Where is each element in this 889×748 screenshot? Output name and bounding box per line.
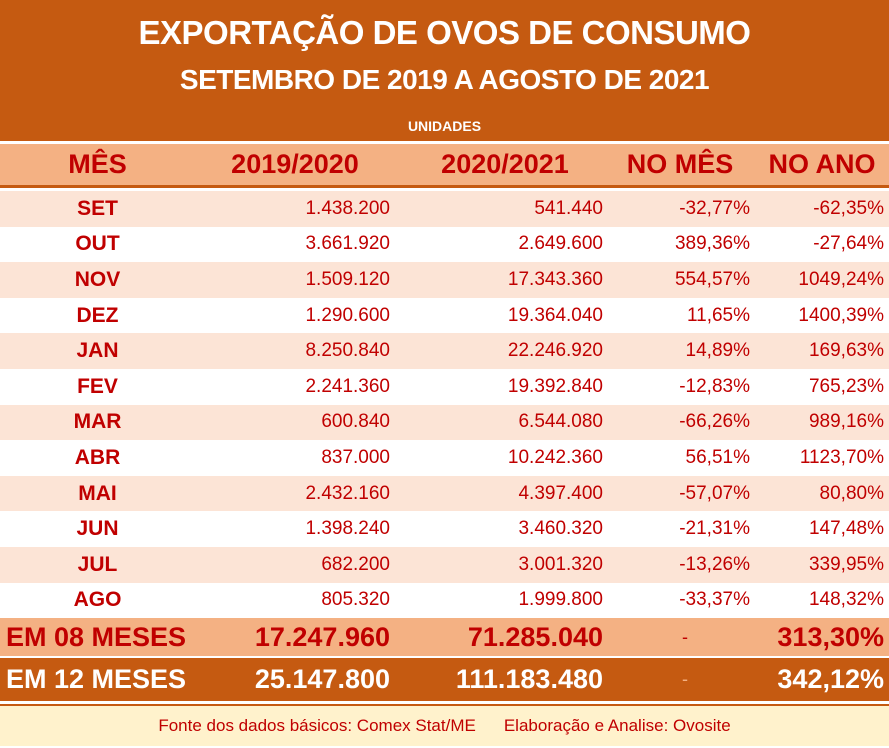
- cell: EM 12 MESES: [6, 664, 187, 694]
- month-cell: NOV: [74, 267, 121, 291]
- value-cell: 1.438.200: [305, 197, 390, 219]
- table-row: JAN 8.250.840 22.246.920 14,89% 169,63%: [0, 333, 889, 369]
- value-cell: 541.440: [534, 197, 603, 219]
- value-cell: 2.432.160: [305, 482, 390, 504]
- month-cell: AGO: [73, 588, 122, 612]
- month-cell: MAR: [73, 410, 122, 434]
- value-cell: -62,35%: [813, 197, 884, 219]
- total-8-months-row: EM 08 MESES 17.247.960 71.285.040 - 313,…: [0, 618, 889, 656]
- value-cell: 1.398.240: [305, 518, 390, 540]
- value-cell: 6.544.080: [518, 411, 603, 433]
- table-row: JUN 1.398.240 3.460.320 -21,31% 147,48%: [0, 511, 889, 547]
- header-cell: NO ANO: [768, 149, 876, 179]
- table-row: MAI 2.432.160 4.397.400 -57,07% 80,80%: [0, 475, 889, 512]
- cell: -: [682, 626, 688, 647]
- table-row: ABR 837.000 10.242.360 56,51% 1123,70%: [0, 440, 889, 476]
- table-row: NOV 1.509.120 17.343.360 554,57% 1049,24%: [0, 262, 889, 298]
- table-subtitle: SETEMBRO DE 2019 A AGOSTO DE 2021: [179, 64, 710, 95]
- value-cell: 837.000: [321, 446, 390, 468]
- table-row: FEV 2.241.360 19.392.840 -12,83% 765,23%: [0, 369, 889, 405]
- value-cell: 2.649.600: [518, 233, 603, 255]
- value-cell: -21,31%: [679, 518, 750, 540]
- value-cell: 147,48%: [808, 518, 884, 540]
- value-cell: 600.840: [321, 411, 390, 433]
- header-row: MÊS 2019/2020 2020/2021 NO MÊS NO ANO: [0, 144, 889, 188]
- value-cell: 11,65%: [686, 304, 750, 326]
- table-row: OUT 3.661.920 2.649.600 389,36% -27,64%: [0, 226, 889, 263]
- month-cell: OUT: [75, 232, 120, 256]
- value-cell: 1123,70%: [799, 446, 884, 468]
- value-cell: 4.397.400: [518, 482, 603, 504]
- value-cell: 1.509.120: [305, 268, 390, 290]
- header-cell: MÊS: [68, 149, 127, 179]
- value-cell: 56,51%: [685, 446, 750, 468]
- month-cell: ABR: [74, 445, 121, 469]
- value-cell: 17.343.360: [507, 268, 603, 290]
- value-cell: 19.392.840: [507, 375, 603, 397]
- value-cell: 1.999.800: [518, 589, 603, 611]
- table-title: EXPORTAÇÃO DE OVOS DE CONSUMO: [138, 14, 751, 51]
- value-cell: 2.241.360: [305, 375, 390, 397]
- header-cell: 2020/2021: [441, 149, 569, 179]
- footer: Fonte dos dados básicos: Comex Stat/ME E…: [0, 704, 889, 746]
- value-cell: -66,26%: [679, 411, 750, 433]
- value-cell: -27,64%: [813, 233, 884, 255]
- value-cell: 1400,39%: [798, 304, 884, 326]
- month-cell: JAN: [76, 339, 119, 363]
- value-cell: 1049,24%: [798, 268, 884, 290]
- cell: -: [682, 669, 688, 689]
- value-cell: -32,77%: [679, 197, 750, 219]
- value-cell: 8.250.840: [305, 340, 390, 362]
- month-cell: SET: [77, 196, 118, 220]
- cell: EM 08 MESES: [6, 621, 187, 652]
- value-cell: 3.661.920: [305, 233, 390, 255]
- unit-label: UNIDADES: [407, 118, 482, 134]
- table-row: MAR 600.840 6.544.080 -66,26% 989,16%: [0, 404, 889, 441]
- header-cell: 2019/2020: [231, 149, 359, 179]
- value-cell: 1.290.600: [305, 304, 390, 326]
- value-cell: 339,95%: [808, 553, 884, 575]
- title-band: EXPORTAÇÃO DE OVOS DE CONSUMO SETEMBRO D…: [0, 0, 889, 141]
- month-cell: JUL: [77, 552, 118, 576]
- table-row: DEZ 1.290.600 19.364.040 11,65% 1400,39%: [0, 297, 889, 334]
- cell: 313,30%: [777, 621, 884, 652]
- value-cell: 19.364.040: [507, 304, 603, 326]
- value-cell: 3.001.320: [518, 553, 603, 575]
- month-cell: FEV: [77, 374, 118, 398]
- month-cell: JUN: [76, 517, 119, 541]
- table-row: SET 1.438.200 541.440 -32,77% -62,35%: [0, 191, 889, 227]
- cell: 17.247.960: [254, 621, 390, 652]
- value-cell: 805.320: [321, 589, 390, 611]
- value-cell: 389,36%: [674, 233, 750, 255]
- cell: 111.183.480: [455, 664, 603, 694]
- value-cell: -12,83%: [679, 375, 750, 397]
- header-cell: NO MÊS: [626, 149, 734, 179]
- value-cell: 682.200: [321, 553, 390, 575]
- value-cell: 169,63%: [808, 340, 884, 362]
- value-cell: 148,32%: [808, 589, 884, 611]
- cell: 342,12%: [777, 664, 884, 694]
- credit-note: Elaboração e Analise: Ovosite: [503, 716, 731, 735]
- source-note: Fonte dos dados básicos: Comex Stat/ME: [158, 716, 476, 735]
- value-cell: -33,37%: [679, 589, 750, 611]
- value-cell: 3.460.320: [518, 518, 603, 540]
- month-cell: DEZ: [76, 303, 119, 327]
- value-cell: 765,23%: [808, 375, 884, 397]
- table-row: AGO 805.320 1.999.800 -33,37% 148,32%: [0, 582, 889, 619]
- value-cell: 554,57%: [674, 268, 750, 290]
- value-cell: 14,89%: [685, 340, 750, 362]
- month-cell: MAI: [78, 481, 117, 505]
- value-cell: 22.246.920: [507, 340, 603, 362]
- cell: 71.285.040: [467, 621, 603, 652]
- cell: 25.147.800: [254, 664, 390, 694]
- value-cell: -57,07%: [679, 482, 750, 504]
- value-cell: -13,26%: [679, 553, 750, 575]
- value-cell: 10.242.360: [507, 446, 603, 468]
- value-cell: 80,80%: [819, 482, 884, 504]
- value-cell: 989,16%: [808, 411, 884, 433]
- total-12-months-row: EM 12 MESES 25.147.800 111.183.480 - 342…: [0, 658, 889, 701]
- table-row: JUL 682.200 3.001.320 -13,26% 339,95%: [0, 547, 889, 583]
